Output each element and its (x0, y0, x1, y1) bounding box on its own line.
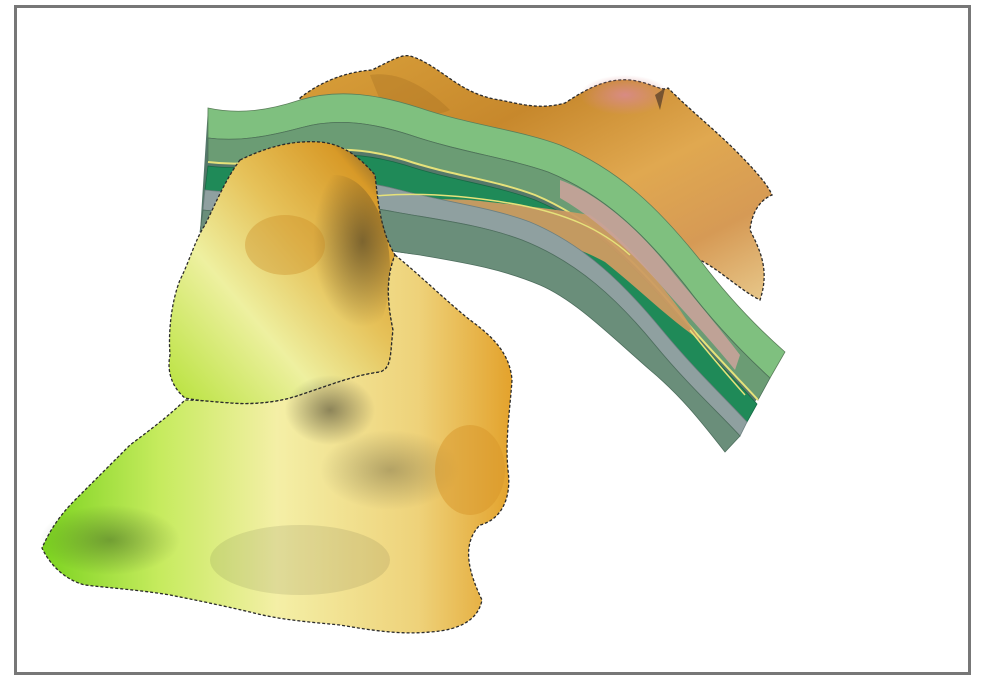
front-hill-surface[interactable] (40, 253, 513, 634)
middle-hill-surface[interactable] (168, 141, 396, 405)
